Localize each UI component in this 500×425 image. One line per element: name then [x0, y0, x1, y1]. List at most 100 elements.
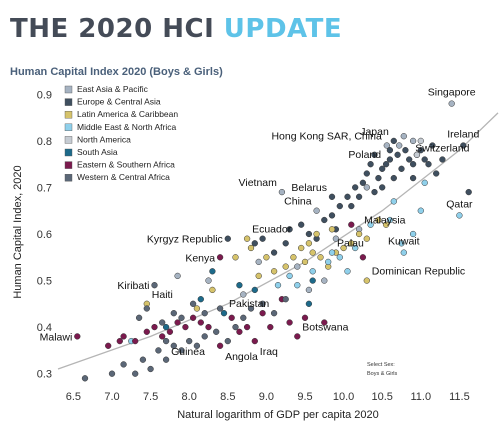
- point-east-asia-and-pacific-13[interactable]: [255, 258, 262, 266]
- point-east-asia-and-pacific-8[interactable]: [205, 277, 212, 284]
- point-western-and-central-africa-4[interactable]: [120, 361, 127, 368]
- point-western-and-central-africa-10[interactable]: [170, 342, 177, 349]
- point-latin-america-and-caribbean-21[interactable]: [375, 216, 382, 224]
- point-europe-and-central-asia-19[interactable]: [367, 161, 374, 168]
- point-europe-and-central-asia-26[interactable]: [321, 216, 328, 224]
- point-middle-east-and-north-africa-10[interactable]: [286, 272, 293, 280]
- point-latin-america-and-caribbean-3[interactable]: [309, 249, 316, 256]
- point-eastern-and-southern-africa-4[interactable]: [216, 342, 224, 349]
- point-europe-and-central-asia-27[interactable]: [298, 221, 305, 228]
- point-europe-and-central-asia-35[interactable]: [390, 174, 397, 182]
- point-western-and-central-africa-25[interactable]: [159, 319, 166, 326]
- point-eastern-and-southern-africa-8[interactable]: [132, 337, 139, 345]
- legend-swatch-east-asia-and-pacific[interactable]: [64, 85, 73, 94]
- select-sex-label[interactable]: Select Sex:: [367, 362, 395, 368]
- point-eastern-and-southern-africa-5[interactable]: [105, 342, 112, 349]
- legend-label-south-asia[interactable]: South Asia: [77, 147, 118, 157]
- point-north-america-0[interactable]: [417, 137, 424, 145]
- point-middle-east-and-north-africa-9[interactable]: [294, 282, 301, 289]
- point-europe-and-central-asia-33[interactable]: [251, 240, 258, 247]
- point-western-and-central-africa-28[interactable]: [189, 300, 197, 307]
- point-latin-america-and-caribbean-8[interactable]: [340, 244, 347, 252]
- point-western-and-central-africa-7[interactable]: [147, 365, 154, 373]
- point-latin-america-and-caribbean-14[interactable]: [282, 263, 289, 270]
- point-latin-america-and-caribbean-12[interactable]: [301, 258, 309, 266]
- point-middle-east-and-north-africa-4[interactable]: [409, 230, 417, 238]
- point-eastern-and-southern-africa-3[interactable]: [294, 333, 301, 340]
- legend-label-eastern-and-southern-africa[interactable]: Eastern & Southern Africa: [77, 160, 175, 170]
- point-europe-and-central-asia-44[interactable]: [371, 188, 378, 196]
- point-middle-east-and-north-africa-14[interactable]: [352, 244, 359, 252]
- point-western-and-central-africa-14[interactable]: [201, 333, 208, 340]
- point-europe-and-central-asia-16[interactable]: [421, 156, 428, 163]
- point-latin-america-and-caribbean-20[interactable]: [328, 226, 336, 233]
- point-europe-and-central-asia-30[interactable]: [282, 240, 289, 247]
- point-south-asia-2[interactable]: [236, 282, 243, 289]
- point-europe-and-central-asia-15[interactable]: [417, 147, 424, 154]
- point-europe-and-central-asia-21[interactable]: [359, 179, 367, 186]
- point-east-asia-and-pacific-0[interactable]: [448, 100, 455, 107]
- point-western-and-central-africa-15[interactable]: [213, 328, 220, 335]
- point-western-and-central-africa-24[interactable]: [143, 305, 150, 312]
- point-western-and-central-africa-22[interactable]: [282, 296, 289, 303]
- point-eastern-and-southern-africa-17[interactable]: [205, 323, 212, 331]
- point-latin-america-and-caribbean-13[interactable]: [290, 254, 297, 261]
- point-europe-and-central-asia-31[interactable]: [270, 249, 278, 256]
- point-latin-america-and-caribbean-15[interactable]: [270, 268, 278, 275]
- legend-label-north-america[interactable]: North America: [77, 134, 131, 144]
- point-eastern-and-southern-africa-26[interactable]: [321, 319, 328, 326]
- point-europe-and-central-asia-13[interactable]: [409, 161, 417, 168]
- point-eastern-and-southern-africa-28[interactable]: [359, 254, 367, 261]
- point-europe-and-central-asia-24[interactable]: [336, 202, 343, 210]
- point-eastern-and-southern-africa-15[interactable]: [189, 314, 197, 321]
- point-western-and-central-africa-13[interactable]: [193, 342, 201, 349]
- point-middle-east-and-north-africa-6[interactable]: [390, 198, 397, 205]
- point-eastern-and-southern-africa-25[interactable]: [301, 314, 309, 321]
- point-eastern-and-southern-africa-19[interactable]: [236, 328, 243, 335]
- point-eastern-and-southern-africa-12[interactable]: [166, 328, 174, 335]
- point-middle-east-and-north-africa-2[interactable]: [328, 249, 336, 256]
- point-east-asia-and-pacific-2[interactable]: [383, 142, 390, 149]
- point-middle-east-and-north-africa-18[interactable]: [386, 216, 394, 224]
- point-europe-and-central-asia-40[interactable]: [355, 193, 363, 200]
- point-eastern-and-southern-africa-13[interactable]: [174, 319, 181, 326]
- point-south-asia-4[interactable]: [309, 277, 316, 284]
- point-eastern-and-southern-africa-0[interactable]: [74, 333, 81, 340]
- point-eastern-and-southern-africa-16[interactable]: [197, 319, 204, 326]
- point-europe-and-central-asia-43[interactable]: [348, 202, 355, 210]
- point-western-and-central-africa-5[interactable]: [132, 370, 139, 377]
- point-eastern-and-southern-africa-14[interactable]: [182, 323, 189, 331]
- point-europe-and-central-asia-8[interactable]: [379, 165, 386, 172]
- point-south-asia-0[interactable]: [220, 310, 228, 317]
- point-middle-east-and-north-africa-5[interactable]: [417, 207, 424, 214]
- point-south-asia-3[interactable]: [251, 286, 258, 294]
- point-eastern-and-southern-africa-11[interactable]: [159, 333, 166, 340]
- point-south-asia-5[interactable]: [305, 300, 313, 307]
- point-eastern-and-southern-africa-18[interactable]: [228, 314, 235, 321]
- point-western-and-central-africa-23[interactable]: [135, 314, 143, 321]
- point-europe-and-central-asia-36[interactable]: [398, 165, 405, 172]
- point-europe-and-central-asia-1[interactable]: [382, 161, 390, 168]
- point-latin-america-and-caribbean-18[interactable]: [255, 272, 262, 280]
- point-east-asia-and-pacific-3[interactable]: [396, 142, 403, 149]
- point-eastern-and-southern-africa-22[interactable]: [267, 323, 274, 331]
- point-western-and-central-africa-30[interactable]: [216, 305, 224, 312]
- legend-label-latin-america-and-caribbean[interactable]: Latin America & Caribbean: [77, 109, 178, 119]
- point-middle-east-and-north-africa-1[interactable]: [456, 212, 463, 219]
- point-europe-and-central-asia-11[interactable]: [402, 147, 409, 154]
- point-latin-america-and-caribbean-9[interactable]: [348, 240, 355, 247]
- point-eastern-and-southern-africa-2[interactable]: [251, 337, 258, 345]
- point-europe-and-central-asia-18[interactable]: [375, 174, 382, 182]
- point-europe-and-central-asia-2[interactable]: [328, 193, 336, 200]
- point-east-asia-and-pacific-11[interactable]: [294, 263, 301, 270]
- point-western-and-central-africa-2[interactable]: [81, 375, 89, 382]
- legend-swatch-eastern-and-southern-africa[interactable]: [64, 161, 73, 169]
- legend-swatch-western-and-central-africa[interactable]: [64, 173, 73, 182]
- point-middle-east-and-north-africa-11[interactable]: [274, 282, 282, 289]
- point-europe-and-central-asia-22[interactable]: [352, 184, 359, 191]
- point-eastern-and-southern-africa-6[interactable]: [116, 337, 123, 345]
- legend-swatch-middle-east-and-north-africa[interactable]: [64, 123, 73, 132]
- point-latin-america-and-caribbean-22[interactable]: [382, 221, 390, 228]
- point-middle-east-and-north-africa-12[interactable]: [325, 258, 332, 266]
- point-eastern-and-southern-africa-7[interactable]: [120, 333, 127, 340]
